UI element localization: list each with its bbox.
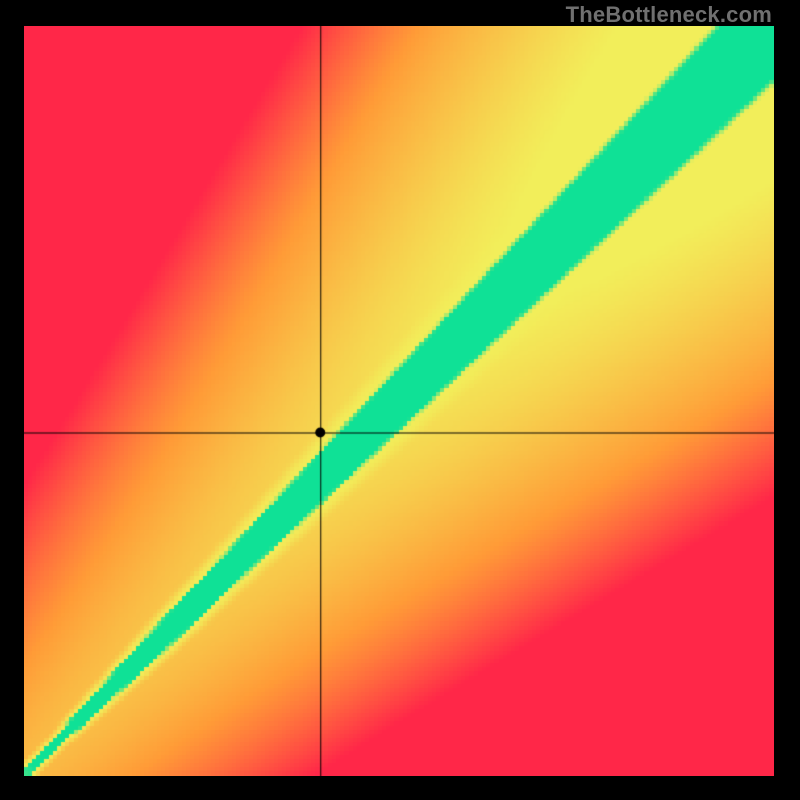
chart-container: TheBottleneck.com — [0, 0, 800, 800]
heatmap-canvas — [24, 26, 774, 776]
watermark-text: TheBottleneck.com — [566, 2, 772, 28]
